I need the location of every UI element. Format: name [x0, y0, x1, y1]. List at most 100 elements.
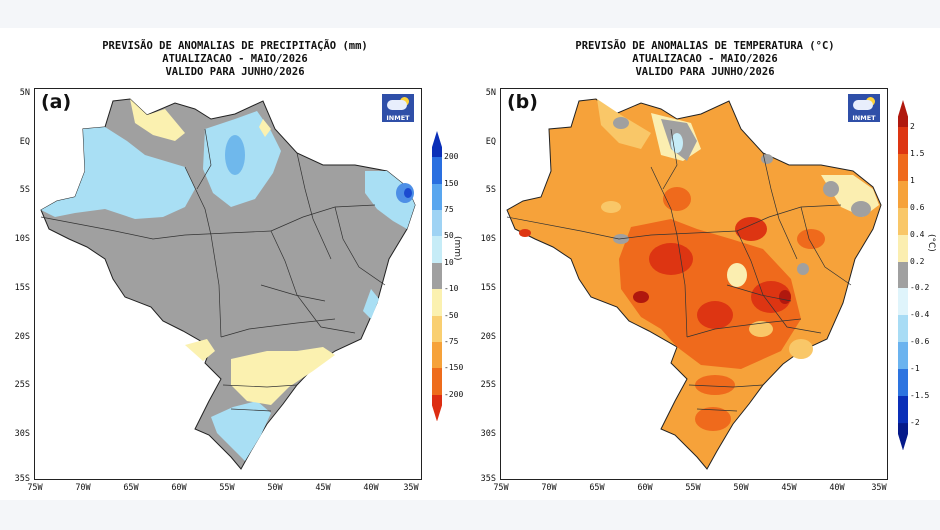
x-tick: 70W: [75, 483, 91, 493]
colorbar-label: -0.2: [910, 283, 930, 293]
temp-title-line1: PREVISÃO DE ANOMALIAS DE TEMPERATURA (°C…: [575, 40, 835, 52]
colorbar-segment: [898, 180, 908, 209]
temp-panel: PREVISÃO DE ANOMALIAS DE TEMPERATURA (°C…: [470, 28, 940, 500]
precip-title-line2: ATUALIZACAO - MAIO/2026: [162, 53, 308, 65]
x-tick: 65W: [589, 483, 605, 493]
colorbar-segment: [898, 234, 908, 263]
colorbar-label: 200: [444, 152, 459, 162]
colorbar-label: -200: [444, 389, 464, 399]
colorbar-segment: [432, 236, 442, 264]
colorbar-segment: [432, 368, 442, 396]
colorbar-label: 2: [910, 121, 915, 131]
y-tick: 35S: [14, 474, 30, 484]
temp-neutral-areas: [613, 117, 871, 275]
colorbar-label: 50: [444, 231, 454, 241]
colorbar-segment: [432, 315, 442, 343]
x-tick: 75W: [27, 483, 43, 493]
y-tick: 5N: [485, 88, 496, 98]
y-tick: 5S: [19, 185, 30, 195]
y-tick: 20S: [14, 332, 30, 342]
figure: PREVISÃO DE ANOMALIAS DE PRECIPITAÇÃO (m…: [0, 28, 940, 500]
x-tick: 75W: [493, 483, 509, 493]
colorbar-segment: [898, 369, 908, 397]
colorbar-label: -1.5: [910, 391, 930, 401]
state-boundaries: [506, 128, 852, 412]
colorbar-label: 75: [444, 205, 454, 215]
cloud-icon: [853, 100, 873, 110]
x-tick: 35W: [871, 483, 887, 493]
x-tick: 65W: [123, 483, 139, 493]
colorbar-label: 1: [910, 175, 915, 185]
precip-wet-areas: [41, 111, 415, 461]
colorbar-label: -1: [910, 364, 920, 374]
y-tick: 35S: [480, 474, 496, 484]
logo-text: INMET: [852, 114, 876, 122]
x-tick: 60W: [171, 483, 187, 493]
y-tick: 15S: [480, 283, 496, 293]
x-tick: 60W: [637, 483, 653, 493]
x-tick: 50W: [733, 483, 749, 493]
temp-title-line2: ATUALIZACAO - MAIO/2026: [632, 53, 778, 65]
y-tick: EQ: [485, 137, 496, 147]
precip-colorbar-unit: (mm): [452, 236, 462, 261]
colorbar-segment: [898, 396, 908, 424]
colorbar-segment: [898, 342, 908, 370]
colorbar-segment: [432, 183, 442, 211]
precip-colorbar: [432, 131, 442, 422]
precip-title-line3: VALIDO PARA JUNHO/2026: [165, 66, 305, 78]
y-tick: 10S: [14, 234, 30, 244]
colorbar-label: -2: [910, 418, 920, 428]
precip-map: (a) INMET: [34, 88, 422, 480]
colorbar-label: -0.4: [910, 310, 930, 320]
y-tick: 15S: [14, 283, 30, 293]
y-tick: 20S: [480, 332, 496, 342]
y-tick: 5N: [19, 88, 30, 98]
colorbar-label: 0.4: [910, 229, 925, 239]
y-tick: 30S: [480, 429, 496, 439]
x-tick: 55W: [685, 483, 701, 493]
state-boundaries: [40, 128, 386, 412]
temp-map: (b) INMET: [500, 88, 888, 480]
colorbar-label: 0.6: [910, 202, 925, 212]
x-tick: 40W: [363, 483, 379, 493]
y-tick: EQ: [19, 137, 30, 147]
colorbar-label: -75: [444, 336, 459, 346]
colorbar-segment: [432, 210, 442, 237]
colorbar-segment: [898, 126, 908, 155]
y-tick: 10S: [480, 234, 496, 244]
colorbar-segment: [898, 315, 908, 343]
colorbar-segment: [432, 394, 442, 422]
panel-label-b: (b): [507, 91, 538, 113]
x-tick: 35W: [403, 483, 419, 493]
x-tick: 70W: [541, 483, 557, 493]
y-tick: 30S: [14, 429, 30, 439]
colorbar-segment: [898, 261, 908, 289]
colorbar-segment: [898, 153, 908, 182]
precip-dry-areas: [130, 99, 335, 405]
colorbar-segment: [432, 157, 442, 185]
colorbar-segment: [898, 288, 908, 316]
colorbar-label: -10: [444, 284, 459, 294]
y-tick: 25S: [480, 380, 496, 390]
colorbar-segment: [898, 207, 908, 236]
y-tick: 25S: [14, 380, 30, 390]
logo-text: INMET: [386, 114, 410, 122]
precip-panel: PREVISÃO DE ANOMALIAS DE PRECIPITAÇÃO (m…: [0, 28, 470, 500]
colorbar-segment: [432, 289, 442, 317]
colorbar-segment: [432, 341, 442, 369]
colorbar-label: 0.2: [910, 256, 925, 266]
colorbar-label: 1.5: [910, 148, 925, 158]
x-tick: 40W: [829, 483, 845, 493]
inmet-logo: INMET: [847, 93, 881, 123]
colorbar-segment: [898, 423, 908, 451]
x-tick: 45W: [781, 483, 797, 493]
precip-map-svg: [40, 98, 416, 470]
precip-title-line1: PREVISÃO DE ANOMALIAS DE PRECIPITAÇÃO (m…: [102, 40, 368, 52]
colorbar-segment: [898, 100, 908, 128]
temp-colorbar: [898, 100, 908, 451]
panel-label-a: (a): [41, 91, 72, 113]
colorbar-label: -0.6: [910, 337, 930, 347]
temp-map-svg: [506, 98, 882, 470]
y-tick: 5S: [485, 185, 496, 195]
colorbar-segment: [432, 131, 442, 158]
